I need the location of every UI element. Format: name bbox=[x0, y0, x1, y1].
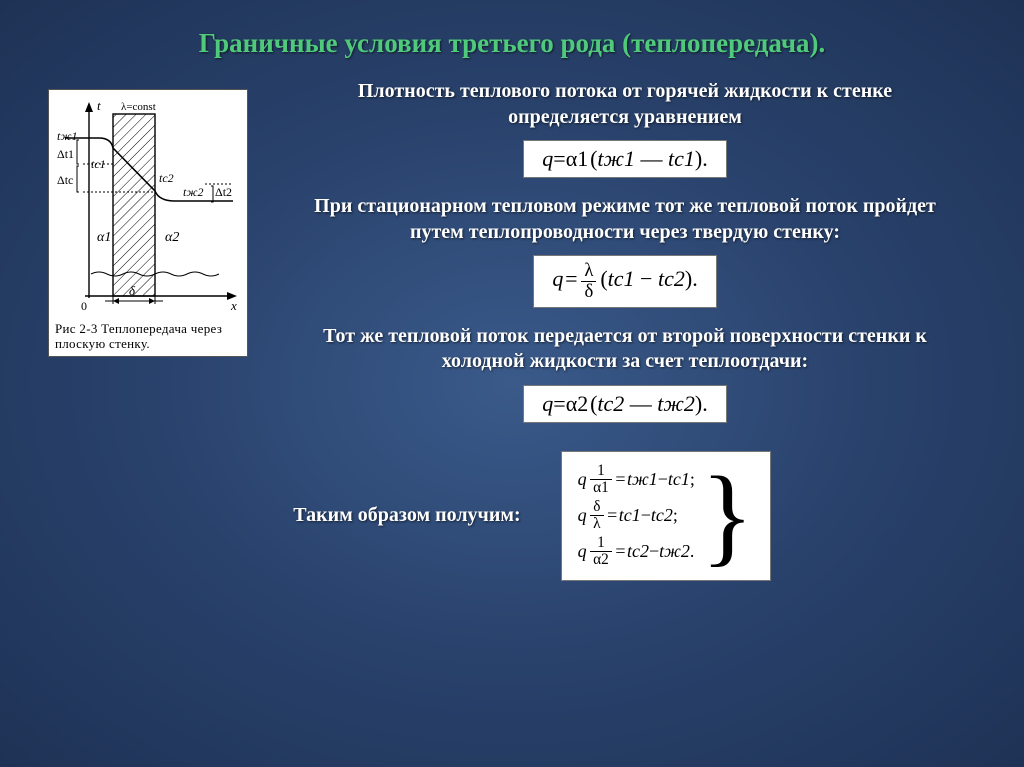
delta-label: δ bbox=[129, 283, 136, 298]
figure-caption: Рис 2-3 Теплопередача через плоскую стен… bbox=[55, 322, 241, 352]
content-area: t x 0 λ=const tж1 bbox=[48, 79, 976, 439]
t-zh1-label: tж1 bbox=[57, 129, 78, 143]
alpha1-label: α1 bbox=[97, 230, 111, 245]
formula-1: q=α1 (tж1 — tс1). bbox=[523, 140, 726, 178]
system-row: q 1α2 = tс2 − tж2. bbox=[578, 534, 695, 570]
dt2-label: Δt2 bbox=[215, 185, 232, 199]
slide-title: Граничные условия третьего рода (теплопе… bbox=[48, 28, 976, 59]
lambda-const-label: λ=const bbox=[121, 101, 156, 113]
paragraph-1: Плотность теплового потока от горячей жи… bbox=[295, 79, 955, 130]
system-row: q δλ = tс1 − tс2; bbox=[578, 498, 695, 534]
y-axis-label: t bbox=[97, 98, 101, 113]
equation-system: q 1α1 = tж1 − tс1;q δλ = tс1 − tс2;q 1α2… bbox=[561, 451, 771, 581]
origin-label: 0 bbox=[81, 299, 87, 313]
figure-box: t x 0 λ=const tж1 bbox=[48, 89, 248, 357]
bottom-label: Таким образом получим: bbox=[293, 504, 520, 527]
x-axis-label: x bbox=[230, 298, 237, 313]
paragraph-2: При стационарном тепловом режиме тот же … bbox=[295, 194, 955, 245]
brace-icon: } bbox=[701, 466, 754, 565]
dtc-label: Δtс bbox=[57, 173, 73, 187]
formula-2: q = λδ (tс1 − tс2). bbox=[533, 255, 716, 307]
paragraph-3: Тот же тепловой поток передается от втор… bbox=[295, 324, 955, 375]
system-row: q 1α1 = tж1 − tс1; bbox=[578, 462, 695, 498]
tzh2-label: tж2 bbox=[183, 185, 204, 199]
text-column: Плотность теплового потока от горячей жи… bbox=[274, 79, 976, 439]
figure-column: t x 0 λ=const tж1 bbox=[48, 89, 248, 357]
heat-transfer-diagram: t x 0 λ=const tж1 bbox=[55, 96, 241, 318]
tc2-label: tс2 bbox=[159, 171, 174, 185]
alpha2-label: α2 bbox=[165, 230, 179, 245]
formula-3: q=α2 (tс2 — tж2). bbox=[523, 385, 726, 423]
dt1-label: Δt1 bbox=[57, 147, 74, 161]
bottom-row: Таким образом получим: q 1α1 = tж1 − tс1… bbox=[48, 451, 976, 581]
